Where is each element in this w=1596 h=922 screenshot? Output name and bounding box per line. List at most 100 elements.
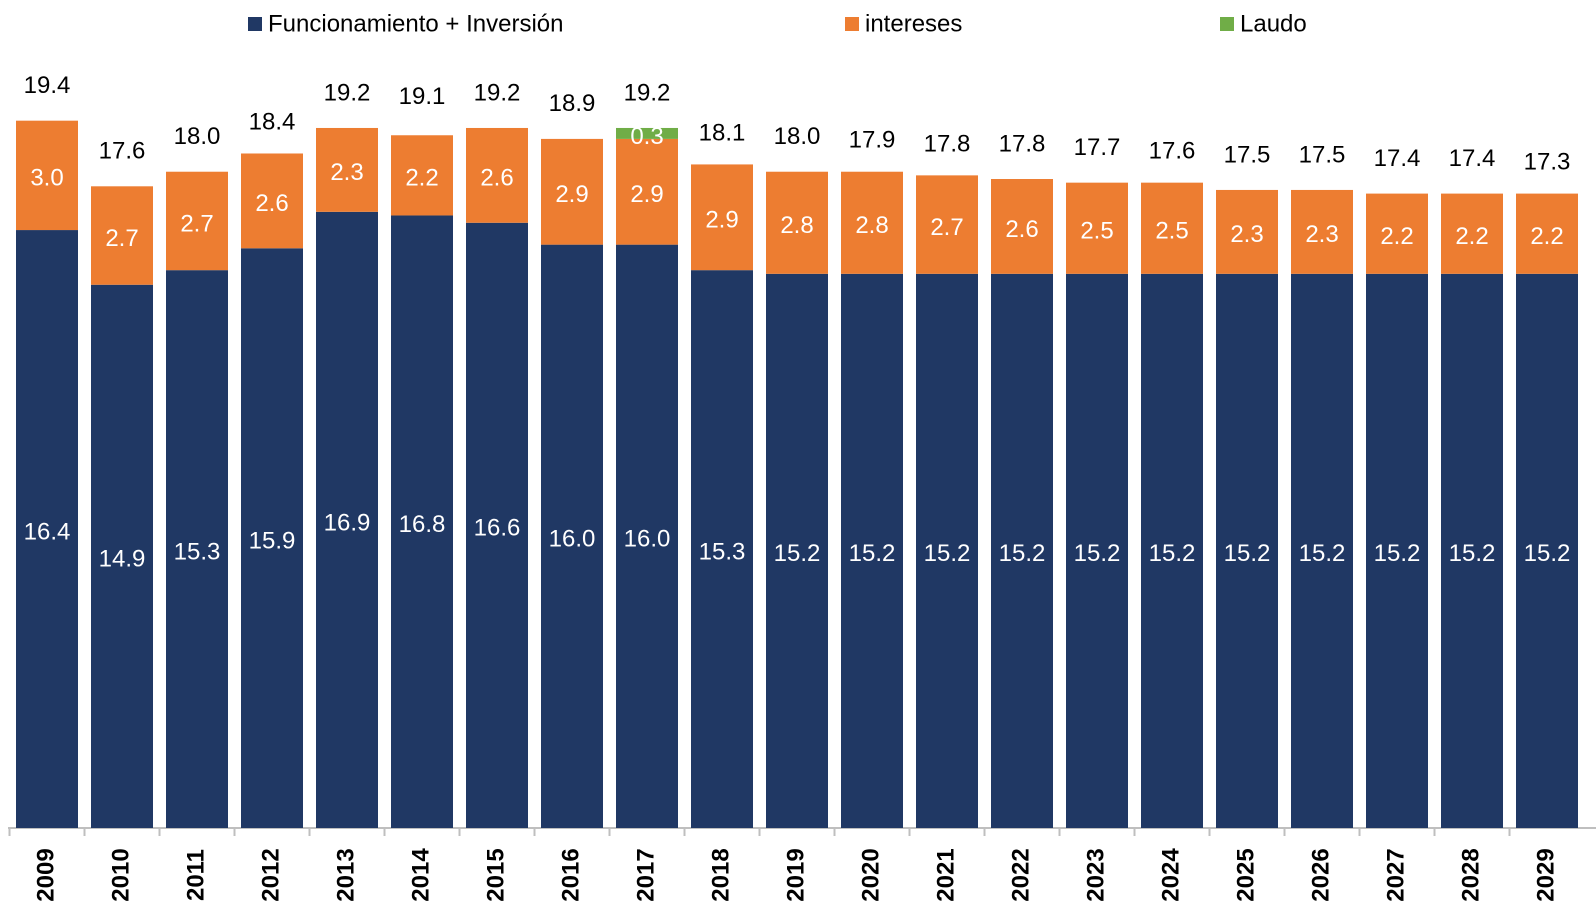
bar-segment — [1216, 189, 1278, 274]
total-label: 18.0 — [774, 123, 821, 150]
value-label: 15.2 — [849, 540, 896, 567]
bar-segment — [466, 127, 528, 223]
total-label: 18.9 — [549, 90, 596, 117]
total-label: 18.4 — [249, 108, 296, 135]
value-label: 15.2 — [1449, 540, 1496, 567]
bar-segment — [1516, 193, 1578, 274]
value-label: 16.9 — [324, 509, 371, 536]
total-label: 17.4 — [1374, 145, 1421, 172]
x-tick-label: 2027 — [1382, 848, 1409, 901]
total-label: 19.2 — [474, 79, 521, 106]
total-label: 17.7 — [1074, 134, 1121, 161]
value-label: 15.2 — [1224, 540, 1271, 567]
bar-segment — [691, 270, 753, 828]
bar-segment — [1141, 182, 1203, 274]
bar-segment — [1141, 273, 1203, 829]
bar-segment — [1441, 193, 1503, 274]
x-tick-label: 2024 — [1157, 848, 1184, 902]
total-label: 17.3 — [1524, 149, 1571, 176]
x-tick-label: 2021 — [932, 848, 959, 901]
total-label: 17.6 — [99, 138, 146, 165]
value-label: 3.0 — [30, 165, 63, 192]
value-label: 0.3 — [630, 123, 663, 150]
value-label: 2.8 — [780, 212, 813, 239]
bar-segment — [991, 273, 1053, 829]
value-label: 2.5 — [1155, 218, 1188, 245]
bar-segment — [391, 215, 453, 829]
value-label: 2.2 — [1530, 223, 1563, 250]
bar-segment — [991, 179, 1053, 274]
x-tick-label: 2020 — [857, 848, 884, 901]
value-label: 2.8 — [855, 212, 888, 239]
value-label: 16.0 — [549, 526, 596, 553]
value-label: 15.2 — [1149, 540, 1196, 567]
legend-swatch — [248, 17, 262, 31]
bar-segment — [16, 120, 78, 231]
bar-segment — [241, 248, 303, 828]
x-tick-label: 2023 — [1082, 848, 1109, 901]
value-label: 16.0 — [624, 526, 671, 553]
bar-segment — [916, 273, 978, 829]
x-tick-label: 2017 — [632, 848, 659, 901]
total-label: 19.4 — [24, 72, 71, 99]
bar-segment — [1291, 273, 1353, 829]
x-tick-label: 2019 — [782, 848, 809, 901]
value-label: 2.2 — [1380, 223, 1413, 250]
bar-segment — [841, 273, 903, 829]
x-tick-label: 2015 — [482, 848, 509, 901]
bar-segment — [766, 171, 828, 274]
value-label: 16.8 — [399, 511, 446, 538]
value-label: 2.7 — [930, 214, 963, 241]
value-label: 15.3 — [699, 538, 746, 565]
bar-segment — [391, 135, 453, 216]
bar-segment — [766, 273, 828, 829]
value-label: 2.6 — [480, 165, 513, 192]
total-label: 17.5 — [1299, 141, 1346, 168]
value-label: 2.2 — [1455, 223, 1488, 250]
value-label: 2.7 — [105, 225, 138, 252]
value-label: 2.9 — [630, 181, 663, 208]
x-tick-label: 2018 — [707, 848, 734, 901]
x-tick-label: 2011 — [182, 849, 209, 901]
bar-segment — [1516, 273, 1578, 829]
value-label: 16.4 — [24, 518, 71, 545]
x-tick-label: 2016 — [557, 848, 584, 901]
bar-segment — [1366, 193, 1428, 274]
value-label: 2.7 — [180, 210, 213, 237]
value-label: 2.9 — [705, 207, 738, 234]
value-label: 15.2 — [999, 540, 1046, 567]
bar-segment — [316, 127, 378, 212]
x-tick-label: 2013 — [332, 848, 359, 901]
value-label: 15.3 — [174, 538, 221, 565]
value-label: 2.6 — [1005, 216, 1038, 243]
value-label: 15.2 — [1299, 540, 1346, 567]
bar-segment — [1066, 273, 1128, 829]
bar-segment — [241, 153, 303, 249]
legend-label: Laudo — [1240, 10, 1307, 37]
total-label: 17.4 — [1449, 145, 1496, 172]
bar-segment — [316, 211, 378, 829]
bar-segment — [841, 171, 903, 274]
x-tick-label: 2029 — [1532, 848, 1559, 901]
value-label: 2.3 — [330, 159, 363, 186]
value-label: 14.9 — [99, 546, 146, 573]
value-label: 2.3 — [1230, 221, 1263, 248]
legend-swatch — [1220, 17, 1234, 31]
x-tick-label: 2022 — [1007, 848, 1034, 901]
legend-swatch — [845, 17, 859, 31]
bar-segment — [166, 270, 228, 828]
bar-segment — [691, 164, 753, 271]
total-label: 19.1 — [399, 83, 446, 110]
bar-segment — [91, 186, 153, 285]
total-label: 18.1 — [699, 119, 746, 146]
value-label: 15.2 — [924, 540, 971, 567]
total-label: 19.2 — [624, 79, 671, 106]
bar-segment — [1066, 182, 1128, 274]
value-label: 2.5 — [1080, 218, 1113, 245]
total-label: 18.0 — [174, 123, 221, 150]
bar-segment — [916, 175, 978, 274]
value-label: 2.2 — [405, 165, 438, 192]
value-label: 15.2 — [1524, 540, 1571, 567]
total-label: 17.9 — [849, 127, 896, 154]
total-label: 19.2 — [324, 79, 371, 106]
